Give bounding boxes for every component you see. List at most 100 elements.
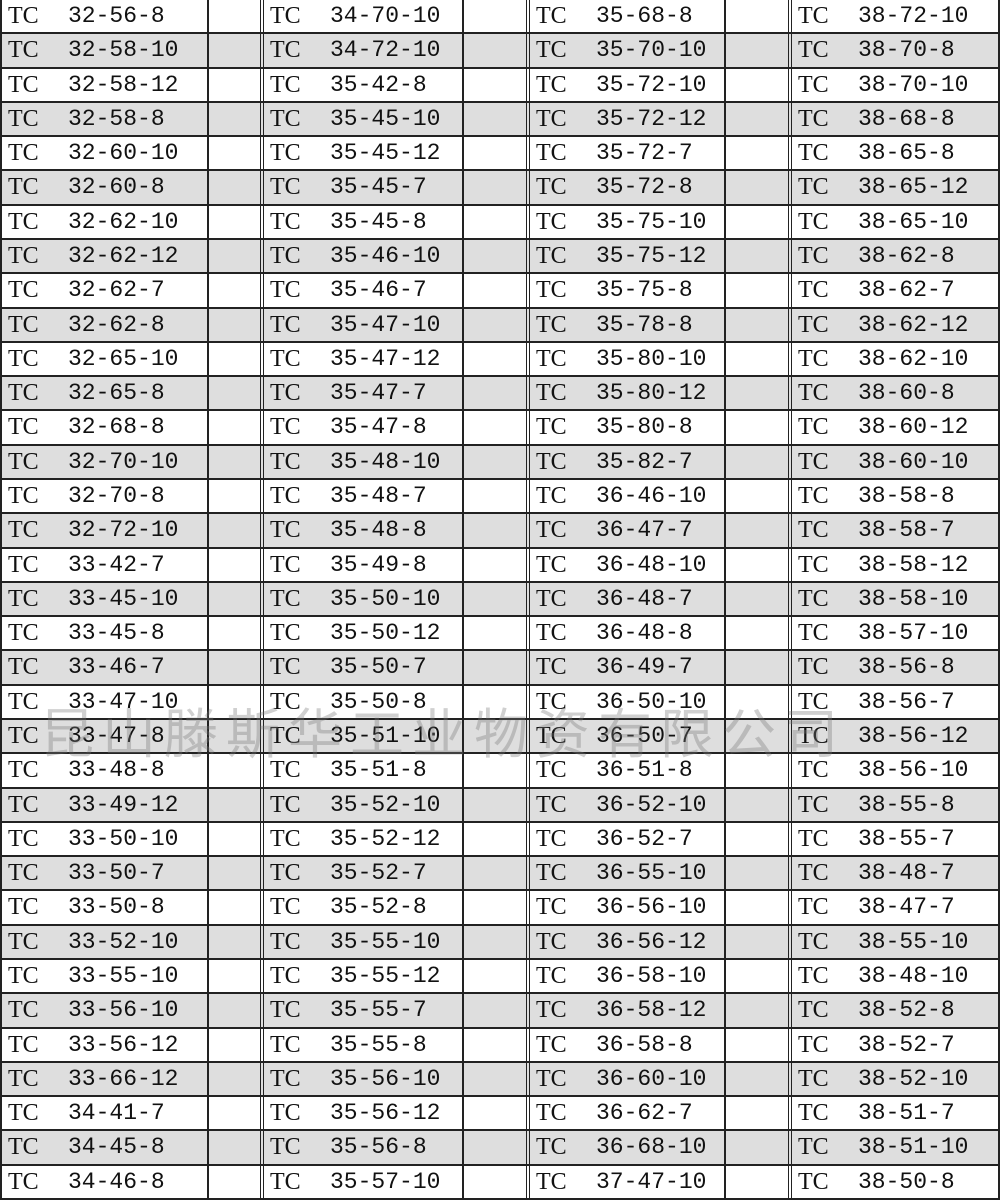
empty-cell: [209, 274, 264, 307]
part-prefix: TC: [8, 757, 39, 784]
part-cell: TC 35-56-10: [264, 1062, 464, 1096]
part-cell: TC 38-72-10: [792, 0, 1000, 33]
part-cell: TC 35-72-8: [530, 171, 726, 204]
empty-cell: [726, 308, 792, 341]
part-cell: TC 36-68-10: [530, 1131, 726, 1164]
part-code: 36-48-7: [596, 585, 693, 612]
part-code: 36-52-7: [596, 825, 693, 852]
part-code: 38-51-7: [858, 1100, 955, 1127]
part-cell: TC 35-47-10: [264, 308, 464, 341]
part-prefix: TC: [536, 517, 567, 544]
part-prefix: TC: [798, 37, 829, 64]
empty-cell: [726, 205, 792, 238]
part-prefix: TC: [270, 997, 301, 1024]
part-prefix: TC: [798, 723, 829, 749]
table-row: TC 33-56-10 TC 35-55-7 TC 36-58-12 TC 38-52-8: [2, 994, 1000, 1029]
part-cell: TC 36-56-12: [530, 925, 726, 958]
part-code: 35-42-8: [330, 71, 427, 98]
part-prefix: TC: [8, 654, 39, 681]
part-code: 33-50-10: [68, 825, 179, 852]
part-code: 38-52-8: [858, 997, 955, 1024]
part-prefix: TC: [536, 3, 567, 29]
empty-cell: [726, 102, 792, 136]
part-cell: TC 35-48-8: [264, 514, 464, 547]
part-cell: TC 35-50-7: [264, 651, 464, 684]
empty-cell: [209, 754, 264, 787]
empty-cell: [209, 822, 264, 856]
table-row: TC 32-62-12 TC 35-46-10 TC 35-75-12 TC 38-62-8: [2, 240, 1000, 275]
part-cell: TC 32-68-8: [2, 411, 209, 444]
empty-cell: [726, 411, 792, 444]
part-code: 35-56-10: [330, 1065, 441, 1092]
part-cell: TC 35-72-7: [530, 137, 726, 170]
empty-cell: [726, 994, 792, 1027]
part-code: 34-70-10: [330, 3, 441, 29]
part-cell: TC 36-62-7: [530, 1097, 726, 1130]
part-prefix: TC: [536, 140, 567, 167]
part-cell: TC 35-52-12: [264, 822, 464, 856]
part-prefix: TC: [536, 243, 567, 269]
part-code: 35-47-7: [330, 380, 427, 407]
empty-cell: [464, 788, 530, 821]
part-code: 35-46-10: [330, 243, 441, 269]
part-prefix: TC: [536, 71, 567, 98]
table-row: TC 32-65-8 TC 35-47-7 TC 35-80-12 TC 38-60-8: [2, 377, 1000, 412]
part-cell: TC 33-55-10: [2, 960, 209, 993]
part-prefix: TC: [270, 380, 301, 407]
part-code: 35-52-10: [330, 791, 441, 818]
part-cell: TC 35-55-8: [264, 1028, 464, 1061]
part-cell: TC 32-56-8: [2, 0, 209, 33]
part-code: 32-72-10: [68, 517, 179, 544]
empty-cell: [464, 205, 530, 238]
part-cell: TC 32-60-8: [2, 171, 209, 204]
empty-cell: [726, 1165, 792, 1198]
empty-cell: [464, 102, 530, 136]
part-cell: TC 35-42-8: [264, 68, 464, 101]
part-prefix: TC: [8, 1065, 39, 1092]
empty-cell: [726, 754, 792, 787]
part-code: 38-62-8: [858, 243, 955, 269]
empty-cell: [464, 617, 530, 650]
part-cell: TC 33-49-12: [2, 788, 209, 821]
part-code: 38-55-10: [858, 928, 969, 955]
part-code: 38-58-10: [858, 585, 969, 612]
part-code: 35-50-7: [330, 654, 427, 681]
part-prefix: TC: [536, 345, 567, 372]
table-row: TC 32-62-10 TC 35-45-8 TC 35-75-10 TC 38-65-10: [2, 205, 1000, 240]
table-row: TC 34-45-8 TC 35-56-8 TC 36-68-10 TC 38-51-10: [2, 1131, 1000, 1166]
empty-cell: [726, 857, 792, 890]
part-cell: TC 35-52-10: [264, 788, 464, 821]
part-prefix: TC: [8, 894, 39, 921]
part-code: 38-72-10: [858, 3, 969, 29]
table-row: TC 32-60-10 TC 35-45-12 TC 35-72-7 TC 38-65-8: [2, 137, 1000, 172]
empty-cell: [726, 274, 792, 307]
empty-cell: [464, 514, 530, 547]
part-prefix: TC: [536, 928, 567, 955]
part-prefix: TC: [536, 997, 567, 1024]
empty-cell: [209, 377, 264, 410]
part-prefix: TC: [270, 105, 301, 132]
part-code: 38-58-8: [858, 483, 955, 509]
table-row: TC 32-60-8 TC 35-45-7 TC 35-72-8 TC 38-65-12: [2, 171, 1000, 206]
part-code: 38-57-10: [858, 620, 969, 647]
part-code: 38-47-7: [858, 894, 955, 921]
part-cell: TC 35-57-10: [264, 1165, 464, 1198]
empty-cell: [464, 994, 530, 1027]
part-cell: TC 35-75-10: [530, 205, 726, 238]
empty-cell: [464, 171, 530, 204]
part-prefix: TC: [270, 654, 301, 681]
part-prefix: TC: [270, 243, 301, 269]
part-code: 33-48-8: [68, 757, 165, 784]
empty-cell: [464, 34, 530, 67]
part-prefix: TC: [8, 105, 39, 132]
part-cell: TC 35-47-8: [264, 411, 464, 444]
empty-cell: [464, 891, 530, 924]
part-code: 32-58-8: [68, 105, 165, 132]
part-code: 36-50-10: [596, 688, 707, 715]
part-code: 35-45-10: [330, 105, 441, 132]
part-cell: TC 38-55-10: [792, 925, 1000, 958]
part-prefix: TC: [798, 860, 829, 887]
part-code: 35-45-12: [330, 140, 441, 167]
part-prefix: TC: [270, 3, 301, 29]
empty-cell: [726, 137, 792, 170]
